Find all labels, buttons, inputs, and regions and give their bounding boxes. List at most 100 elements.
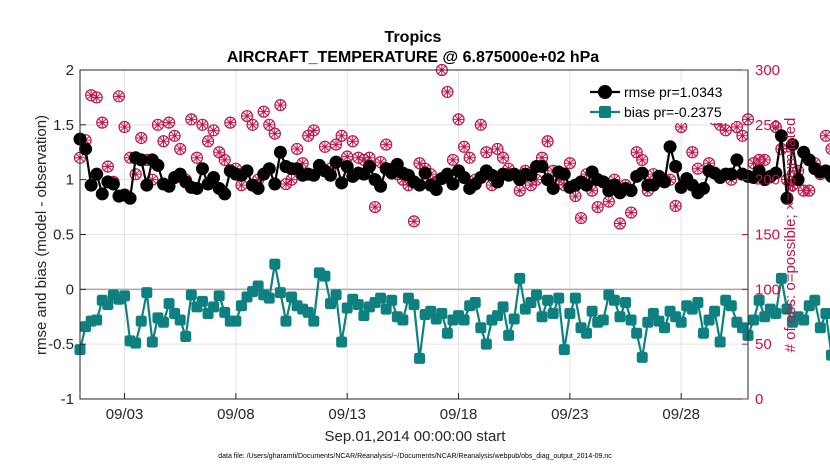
bias-point [163,298,175,310]
rmse-point [457,170,471,184]
bias-point [753,294,765,306]
rmse-point [151,158,165,172]
obs-assimilated-marker [537,152,548,163]
obs-possible-marker [190,151,203,164]
obs-assimilated-marker [564,158,575,169]
obs-assimilated-marker [136,132,147,143]
bias-point [230,315,242,327]
bias-point [798,314,810,326]
rmse-point [825,170,830,183]
rmse-point [791,173,805,187]
legend-bias-label: bias pr=-0.2375 [624,104,722,120]
bias-point [748,314,760,326]
obs-possible-marker [496,151,510,164]
chart-title: Tropics [385,29,442,46]
rmse-point [696,181,710,195]
chart-subtitle: AIRCRAFT_TEMPERATURE @ 6.875000e+02 hPa [227,49,599,66]
obs-possible-marker [368,200,382,214]
bias-point [826,349,830,361]
obs-possible-marker [574,211,588,225]
obs-assimilated-marker [587,185,598,196]
rmse-point [106,177,120,191]
y2-tick-label: 0 [755,391,763,408]
obs-assimilated-marker [397,174,408,185]
bias-point [692,296,704,308]
obs-possible-marker [218,153,231,167]
legend-bias-marker [599,106,611,118]
obs-possible-marker [452,113,465,126]
x-tick-label: 09/18 [440,406,478,423]
bias-point [196,295,208,307]
obs-assimilated-marker [347,136,358,147]
bias-point [380,303,392,315]
bias-point [146,336,158,348]
bias-point [91,314,103,326]
obs-assimilated-marker [631,147,642,158]
obs-assimilated-marker [253,174,264,185]
rmse-point [769,166,783,180]
bias-point [697,327,709,339]
rmse-point [262,162,276,176]
bias-point [252,280,264,292]
series-markers [73,129,830,364]
obs-assimilated-marker [704,158,715,169]
obs-assimilated-marker [409,216,419,227]
obs-assimilated-marker [692,163,703,174]
rmse-point [268,177,282,191]
bias-point [480,338,492,350]
obs-assimilated-marker [364,152,375,163]
obs-assimilated-marker [503,163,514,174]
obs-possible-marker [563,157,576,170]
y2-tick-label: 200 [755,172,780,189]
bias-point [569,292,581,304]
obs-assimilated-marker [308,125,319,136]
obs-assimilated-marker [119,122,130,133]
obs-assimilated-marker [442,86,453,97]
rmse-point [413,178,427,192]
rmse-point [580,178,594,192]
obs-possible-marker [174,142,187,156]
x-tick-label: 09/08 [217,406,255,423]
obs-assimilated-marker [152,119,163,130]
obs-assimilated-marker [481,147,492,158]
bias-point [119,290,131,302]
bias-point [558,344,570,356]
bias-point [492,310,503,322]
obs-possible-marker [541,135,554,148]
bias-point [358,310,370,322]
rmse-point [362,160,376,174]
rmse-point [207,170,221,184]
bias-point [174,314,186,326]
obs-possible-marker [246,118,259,131]
bias-point [775,272,787,284]
bias-point [135,315,147,327]
obs-possible-marker [730,120,743,134]
rmse-point [307,168,321,182]
rmse-point [535,160,549,174]
rmse-point [780,191,794,205]
obs-assimilated-marker [787,180,798,191]
legend-rmse-marker [598,85,612,99]
obs-assimilated-marker [164,117,175,128]
obs-possible-marker [329,138,343,151]
obs-assimilated-marker [219,154,230,165]
bias-point [219,306,231,318]
rmse-point [658,175,671,189]
bias-point [542,294,554,306]
obs-possible-marker [185,113,198,126]
bias-point [269,258,281,270]
obs-assimilated-marker [342,151,353,162]
obs-possible-marker [135,131,148,145]
bias-point [675,316,687,328]
rmse-point [84,178,98,192]
obs-assimilated-marker [464,152,475,163]
obs-possible-marker [458,140,471,153]
obs-assimilated-marker [336,130,347,141]
obs-assimilated-marker [303,130,314,141]
bias-point [408,299,420,311]
y-right-axis-label: # of obs: o=possible; ×=assimilated [782,118,799,353]
obs-assimilated-marker [381,139,392,150]
obs-possible-marker [101,160,114,173]
obs-possible-marker [224,116,237,129]
rmse-point [446,177,460,191]
